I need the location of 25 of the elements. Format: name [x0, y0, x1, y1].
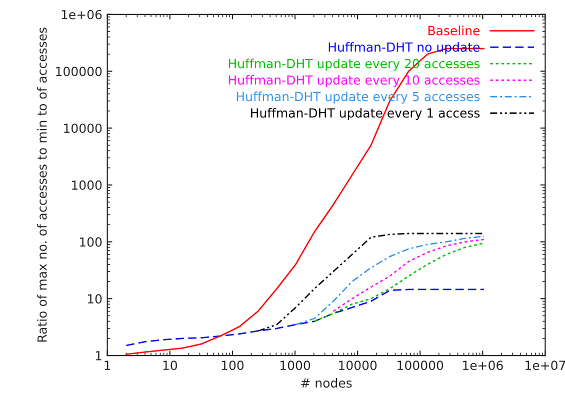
x-tick-label: 10000: [339, 360, 377, 370]
x-tick-label: 100000: [398, 360, 444, 370]
y-tick-label: 100000: [56, 66, 102, 76]
x-tick-label: 1: [104, 360, 110, 370]
legend-label: Baseline: [428, 26, 480, 36]
legend-label: Huffman-DHT update every 1 access: [251, 108, 480, 120]
legend-label: Huffman-DHT update every 10 accesses: [228, 75, 480, 88]
line-series: [294, 236, 485, 326]
x-tick-label: 1000: [280, 360, 310, 370]
y-tick-label: 100: [80, 237, 102, 247]
line-series: [257, 232, 485, 332]
x-tick-label: 1e+06: [463, 360, 503, 370]
y-tick-label: 1: [96, 351, 102, 360]
line-series: [314, 242, 485, 322]
y-tick-label: 10: [88, 294, 102, 304]
y-tick-label: 1e+06: [62, 10, 102, 20]
x-tick-label: 10: [163, 360, 178, 370]
x-tick-label: 1e+07: [526, 360, 565, 370]
y-tick-label: 10000: [64, 124, 102, 134]
y-axis-title: Ratio of max no. of accesses to min to of accesses: [37, 28, 47, 342]
x-tick-label: 100: [222, 360, 244, 370]
line-series: [125, 288, 485, 346]
y-tick-label: 1000: [72, 180, 102, 190]
line-series: [332, 238, 485, 312]
x-axis-title: # nodes: [301, 378, 352, 388]
